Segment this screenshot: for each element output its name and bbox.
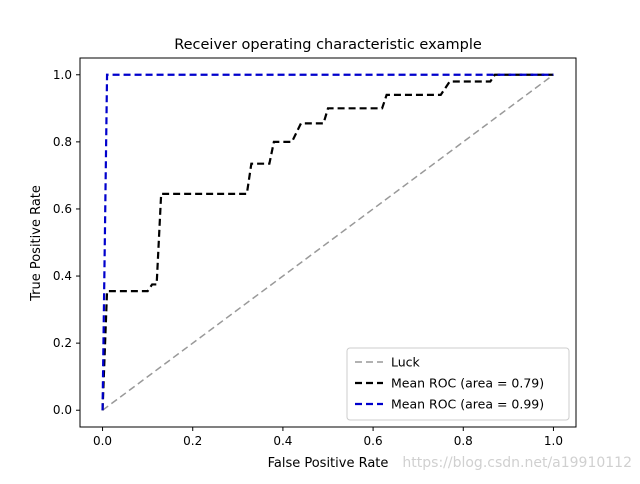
x-tick-label: 0.2 — [183, 434, 202, 448]
x-tick-label: 0.4 — [273, 434, 292, 448]
y-axis-label: True Positive Rate — [29, 185, 44, 302]
plot-area — [101, 73, 554, 411]
axis-ticks: 0.0 0.2 0.4 0.6 0.8 1.0 0.0 0.2 0.4 0.6 0.8 1.0 — [53, 68, 563, 448]
y-tick-label: 1.0 — [53, 68, 72, 82]
legend-box — [346, 347, 570, 421]
y-tick-label: 0.6 — [53, 202, 72, 216]
legend-label: Luck — [391, 355, 421, 370]
y-tick-label: 0.0 — [53, 403, 72, 417]
y-tick-label: 0.4 — [53, 269, 72, 283]
x-tick-label: 0.6 — [364, 434, 383, 448]
y-tick-label: 0.8 — [53, 135, 72, 149]
series-line-0 — [102, 74, 554, 411]
y-tick-label: 0.2 — [53, 336, 72, 350]
x-tick-label: 0.8 — [454, 434, 473, 448]
chart-title: Receiver operating characteristic exampl… — [174, 37, 482, 53]
x-tick-label: 0.0 — [93, 434, 112, 448]
plot-frame — [79, 57, 577, 428]
legend-label: Mean ROC (area = 0.99) — [391, 397, 544, 412]
x-axis-label: False Positive Rate — [268, 456, 389, 471]
watermark: https://blog.csdn.net/a19910112 — [402, 455, 632, 471]
legend: Luck Mean ROC (area = 0.79) Mean ROC (area… — [346, 347, 570, 421]
series-line-1 — [101, 73, 554, 411]
series-line-2 — [101, 73, 554, 411]
x-tick-label: 1.0 — [544, 434, 563, 448]
legend-label: Mean ROC (area = 0.79) — [391, 376, 544, 391]
